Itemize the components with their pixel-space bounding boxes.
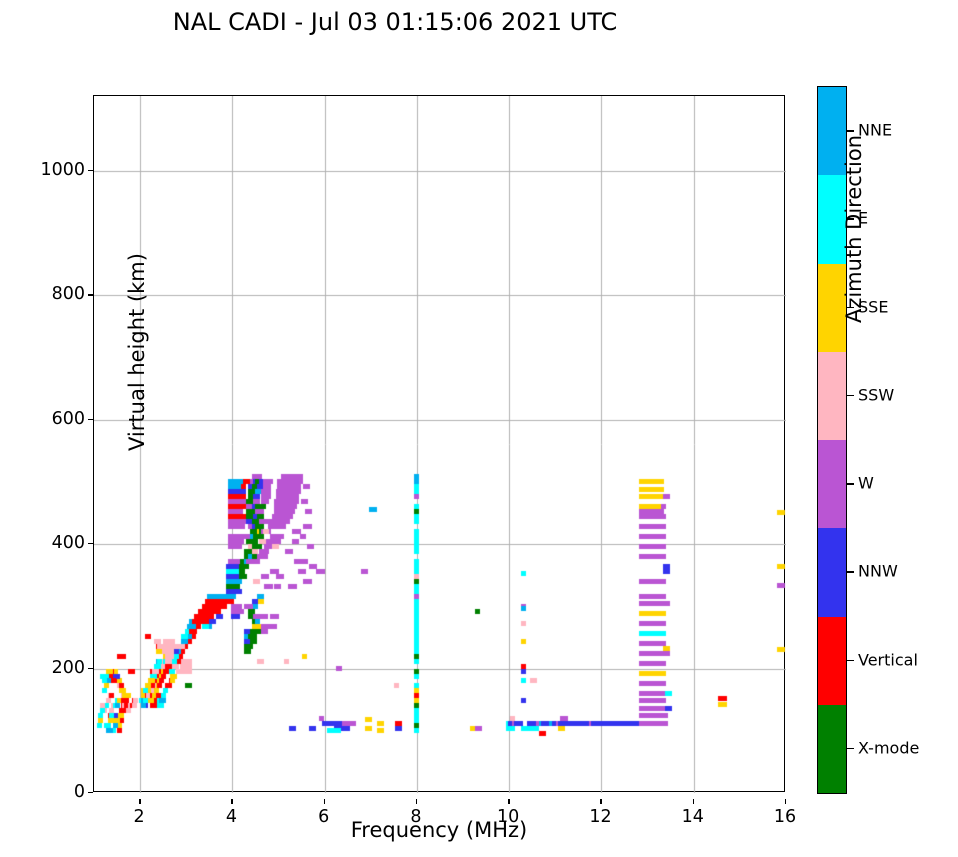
x-tick-label: 6 bbox=[318, 807, 330, 827]
colorbar-segment-x-mode bbox=[818, 704, 846, 793]
colorbar-label-nne: NNE bbox=[858, 120, 893, 140]
x-tick-label: 4 bbox=[225, 807, 237, 827]
colorbar-tick bbox=[847, 306, 854, 309]
colorbar-tick bbox=[847, 394, 854, 397]
y-tick-label: 800 bbox=[51, 284, 85, 305]
x-tick-mark bbox=[323, 799, 326, 804]
colorbar-tick bbox=[847, 130, 854, 132]
y-tick-mark bbox=[88, 543, 93, 545]
colorbar-label-vertical: Vertical bbox=[858, 650, 918, 670]
y-tick-mark bbox=[88, 418, 93, 420]
y-axis-ticks: 0 200 400 600 800 1000 bbox=[17, 0, 93, 857]
colorbar-label-sse: SSE bbox=[858, 297, 889, 317]
colorbar-label-w: W bbox=[858, 473, 874, 493]
colorbar-label-nnw: NNW bbox=[858, 561, 898, 581]
x-tick-label: 12 bbox=[589, 807, 612, 827]
x-tick-mark bbox=[785, 799, 787, 804]
page-title: NAL CADI - Jul 03 01:15:06 2021 UTC bbox=[172, 8, 618, 36]
y-tick-mark bbox=[88, 294, 93, 296]
azimuth-colorbar bbox=[817, 86, 847, 794]
colorbar-label-x-mode: X-mode bbox=[858, 738, 920, 758]
colorbar-title: Azimuth Direction bbox=[842, 134, 866, 324]
colorbar-tick bbox=[847, 747, 854, 750]
y-tick-label: 200 bbox=[51, 657, 85, 678]
colorbar-tick bbox=[847, 218, 854, 220]
colorbar-segment-sse bbox=[818, 263, 846, 352]
x-tick-label: 8 bbox=[410, 807, 422, 827]
y-axis-label: Virtual height (km) bbox=[125, 253, 149, 451]
y-tick-mark bbox=[88, 169, 93, 172]
x-tick-label: 2 bbox=[133, 807, 145, 827]
colorbar-segment-ssw bbox=[818, 351, 846, 440]
colorbar-segment-nne bbox=[818, 87, 846, 176]
y-tick-mark bbox=[88, 792, 93, 794]
y-tick-label: 1000 bbox=[40, 159, 85, 180]
colorbar-segment-w bbox=[818, 440, 846, 529]
colorbar-label-e: E bbox=[858, 208, 869, 228]
y-tick-label: 600 bbox=[51, 408, 85, 429]
y-tick-label: 400 bbox=[51, 533, 85, 554]
x-axis-label: Frequency (MHz) bbox=[350, 818, 528, 842]
y-tick-mark bbox=[88, 667, 93, 669]
colorbar-segment-e bbox=[818, 175, 846, 264]
x-tick-label: 14 bbox=[681, 807, 704, 827]
colorbar-segment-vertical bbox=[818, 616, 846, 705]
x-tick-mark bbox=[415, 799, 418, 804]
x-tick-mark bbox=[508, 799, 510, 804]
colorbar-tick bbox=[847, 571, 854, 573]
x-axis-ticks: 2 4 6 8 10 12 14 16 bbox=[0, 799, 958, 827]
x-tick-label: 10 bbox=[497, 807, 520, 827]
x-tick-mark bbox=[139, 799, 141, 804]
colorbar-segment-nnw bbox=[818, 528, 846, 617]
ionogram-canvas bbox=[94, 96, 786, 793]
colorbar-tick bbox=[847, 659, 854, 662]
y-tick-label: 0 bbox=[73, 782, 85, 802]
colorbar-label-ssw: SSW bbox=[858, 385, 895, 405]
x-tick-mark bbox=[600, 799, 602, 804]
ionogram-plot-area bbox=[93, 95, 786, 793]
x-tick-mark bbox=[231, 799, 233, 804]
colorbar-tick bbox=[847, 483, 854, 485]
x-tick-mark bbox=[692, 799, 695, 804]
x-tick-label: 16 bbox=[773, 807, 797, 827]
